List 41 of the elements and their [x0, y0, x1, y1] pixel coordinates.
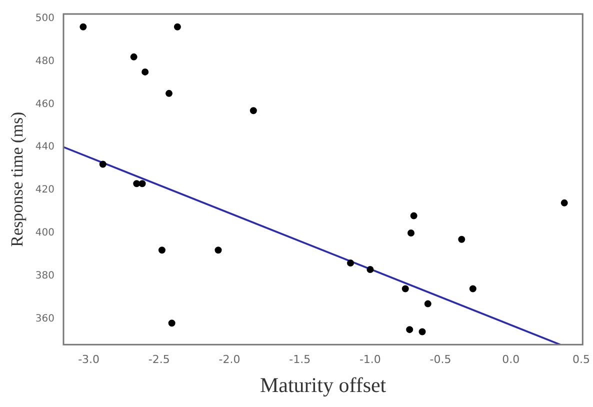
point — [174, 23, 181, 30]
point — [133, 180, 140, 188]
point — [424, 300, 432, 308]
point — [560, 199, 568, 206]
x-tick-label: -2.5 — [148, 353, 170, 366]
y-tick-label: 460 — [35, 98, 54, 110]
x-tick-label: -2.0 — [218, 353, 240, 366]
point — [168, 320, 176, 327]
x-axis-title: Maturity offset — [260, 372, 386, 397]
x-tick-label: -1.0 — [359, 353, 381, 366]
point — [418, 328, 426, 336]
point — [158, 246, 166, 254]
x-tick-label: -0.5 — [430, 353, 452, 366]
y-axis-title: Response time (ms) — [8, 112, 27, 247]
point — [142, 68, 149, 76]
x-tick-label: -1.5 — [289, 353, 311, 366]
point — [99, 160, 106, 168]
point — [250, 107, 257, 114]
y-tick-label: 500 — [35, 12, 54, 24]
point — [458, 236, 466, 243]
point — [214, 246, 222, 254]
point — [166, 90, 173, 97]
y-tick-label: 440 — [35, 142, 54, 153]
point — [366, 266, 374, 273]
point — [469, 285, 476, 292]
x-tick-label: -3.0 — [78, 353, 100, 366]
point — [130, 53, 138, 60]
point — [408, 229, 414, 236]
x-tick-label: 0.0 — [502, 353, 520, 366]
x-tick-label: 0.5 — [572, 353, 590, 366]
point — [138, 180, 146, 188]
point — [406, 326, 414, 334]
point — [347, 260, 354, 267]
point — [410, 212, 418, 220]
y-tick-label: 360 — [35, 313, 54, 324]
point — [402, 285, 409, 292]
y-tick-label: 480 — [35, 56, 54, 67]
y-tick-label: 400 — [35, 228, 54, 239]
point — [80, 23, 87, 30]
y-tick-label: 380 — [35, 270, 54, 282]
y-tick-label: 420 — [35, 184, 54, 196]
